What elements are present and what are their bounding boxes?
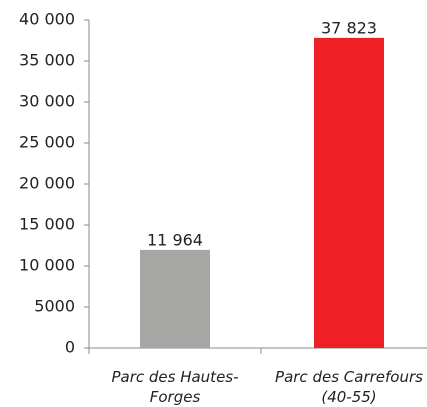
y-tick-label: 20 000 xyxy=(19,174,75,193)
y-tick-label: 0 xyxy=(65,338,75,357)
y-tick-label: 30 000 xyxy=(19,92,75,111)
y-tick-label: 15 000 xyxy=(19,215,75,234)
y-tick-label: 25 000 xyxy=(19,133,75,152)
bar xyxy=(140,249,210,348)
value-label: 11 964 xyxy=(147,230,203,249)
y-tick-label: 5000 xyxy=(34,297,75,316)
value-label: 37 823 xyxy=(321,18,377,37)
x-tick-label: Parc des Carrefours (40-55) xyxy=(275,368,423,406)
bar xyxy=(314,37,384,348)
y-tick-label: 35 000 xyxy=(19,51,75,70)
y-tick-label: 40 000 xyxy=(19,10,75,29)
y-tick-label: 10 000 xyxy=(19,256,75,275)
x-tick-label: Parc des Hautes-Forges xyxy=(111,368,239,406)
